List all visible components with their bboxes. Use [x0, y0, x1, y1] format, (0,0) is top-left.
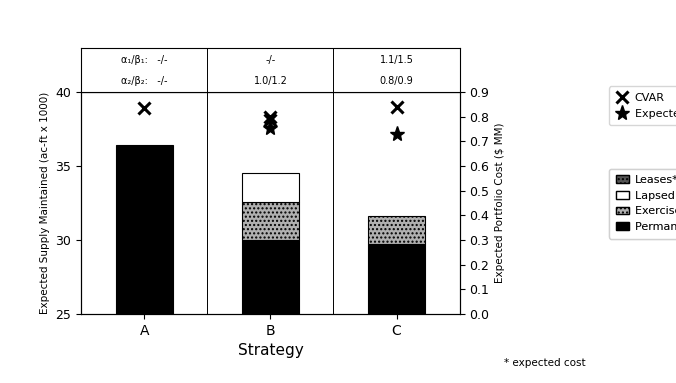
Text: 1.0/1.2: 1.0/1.2 — [254, 76, 287, 86]
Text: * expected cost: * expected cost — [504, 358, 585, 368]
Bar — [242, 202, 299, 240]
Bar — [242, 240, 299, 314]
Legend: Leases*, Lapsed Options*, Exercised Options*, Permanent Rights: Leases*, Lapsed Options*, Exercised Opti… — [609, 169, 676, 239]
Y-axis label: Expected Supply Maintained (ac-ft x 1000): Expected Supply Maintained (ac-ft x 1000… — [40, 92, 50, 314]
Text: -/-: -/- — [265, 55, 276, 65]
Text: 1.1/1.5: 1.1/1.5 — [380, 55, 414, 65]
Text: α₁/β₁:   -/-: α₁/β₁: -/- — [121, 55, 168, 65]
Bar — [368, 216, 425, 244]
Text: α₂/β₂:   -/-: α₂/β₂: -/- — [121, 76, 168, 86]
Bar — [116, 145, 172, 314]
Y-axis label: Expected Portfolio Cost ($ MM): Expected Portfolio Cost ($ MM) — [495, 123, 505, 283]
X-axis label: Strategy: Strategy — [237, 343, 304, 358]
Bar — [368, 244, 425, 314]
Bar — [242, 173, 299, 202]
Text: 0.8/0.9: 0.8/0.9 — [380, 76, 414, 86]
